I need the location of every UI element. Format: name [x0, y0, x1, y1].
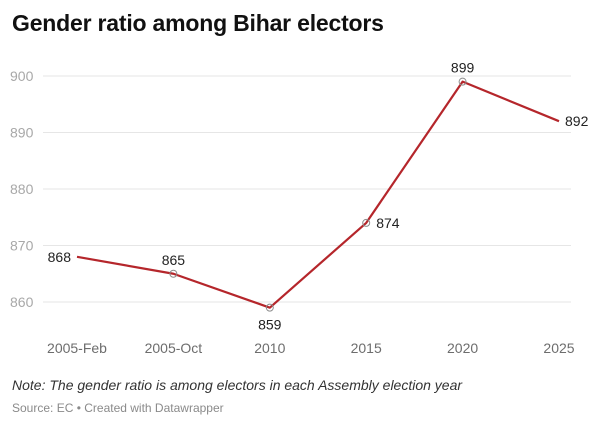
data-point-marker [362, 218, 371, 227]
x-tick-label: 2010 [254, 340, 285, 356]
x-tick-label: 2025 [543, 340, 574, 356]
y-tick-label: 870 [10, 238, 34, 254]
chart-source: Source: EC • Created with Datawrapper [12, 401, 224, 415]
data-label: 865 [162, 252, 186, 268]
y-tick-label: 860 [10, 294, 34, 310]
y-tick-label: 900 [10, 68, 34, 84]
data-label: 874 [376, 215, 400, 231]
data-label: 892 [565, 113, 589, 129]
y-tick-label: 890 [10, 125, 34, 141]
data-label: 899 [451, 60, 475, 76]
data-labels: 868 865 859 874 899 892 [48, 60, 589, 333]
chart-title: Gender ratio among Bihar electors [12, 10, 384, 36]
x-tick-label: 2020 [447, 340, 478, 356]
x-tick-label: 2005-Oct [145, 340, 203, 356]
data-point-marker [458, 77, 467, 86]
x-tick-label: 2015 [351, 340, 382, 356]
x-axis-ticks: 2005-Feb 2005-Oct 2010 2015 2020 2025 [47, 340, 575, 356]
data-point-marker [265, 303, 274, 312]
data-point-marker [169, 269, 178, 278]
line-chart: 860 870 880 890 900 2005-Feb 2005-Oct 2010 2015… [10, 60, 589, 356]
series-line [76, 80, 560, 309]
chart-note: Note: The gender ratio is among electors… [12, 377, 463, 393]
data-label: 859 [258, 317, 282, 333]
x-tick-label: 2005-Feb [47, 340, 107, 356]
gridlines [43, 75, 571, 303]
y-tick-label: 880 [10, 181, 34, 197]
y-axis-ticks: 860 870 880 890 900 [10, 68, 34, 310]
data-point-markers [169, 77, 467, 312]
data-label: 868 [48, 249, 72, 265]
